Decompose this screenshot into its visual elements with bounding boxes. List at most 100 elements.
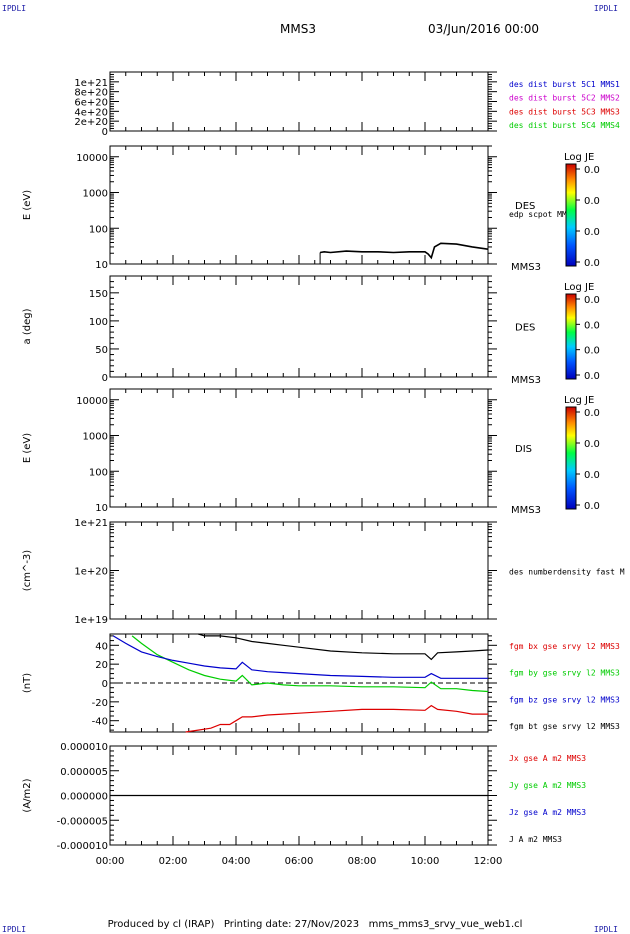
p1-legend-item: des dist burst 5C3 MMS3 — [509, 107, 620, 116]
p3-colorbar-tick-label: 0.0 — [584, 346, 600, 357]
p7-legend-item: Jy gse A m2 MMS3 — [509, 781, 586, 790]
p6-y-tick-label: 0 — [102, 679, 108, 690]
p7-x-tick-label: 00:00 — [96, 856, 125, 867]
p3-instrument-label: DES — [515, 323, 535, 334]
p6-legend-item: fgm bz gse srvy l2 MMS3 — [509, 695, 620, 704]
p7-x-tick-label: 06:00 — [285, 856, 314, 867]
p4-frame — [109, 388, 489, 508]
p4-y-tick-label: 10 — [95, 503, 108, 514]
p6-y-axis-label: (nT) — [22, 673, 33, 693]
p2-colorbar-tick-label: 0.0 — [584, 165, 600, 176]
spacecraft-title: MMS3 — [280, 22, 316, 36]
p2-colorbar-title: Log JE — [564, 152, 594, 163]
p2-colorbar-tick-label: 0.0 — [584, 227, 600, 238]
p7-x-tick-label: 04:00 — [222, 856, 251, 867]
p4-spacecraft-label: MMS3 — [511, 505, 541, 516]
p5-legend-item: des numberdensity fast M — [509, 568, 625, 577]
p1-legend-item: des dist burst 5C1 MMS1 — [509, 80, 620, 89]
p7-legend-item: J A m2 MMS3 — [509, 835, 562, 844]
p7-y-tick-label: -0.000010 — [57, 841, 108, 852]
footer: Produced by cl (IRAP) Printing date: 27/… — [0, 919, 630, 930]
p7-y-tick-label: -0.000005 — [57, 816, 108, 827]
p2-y-tick-label: 1000 — [83, 189, 108, 200]
p6-series-3 — [198, 633, 489, 661]
p1-y-tick-label: 2e+20 — [74, 117, 108, 128]
p6-legend-item: fgm by gse srvy l2 MMS3 — [509, 669, 620, 678]
p7-x-tick-label: 12:00 — [474, 856, 503, 867]
corner-mark-bottom-left: IPDLI — [2, 925, 27, 934]
p4-colorbar-tick-label: 0.0 — [584, 501, 600, 512]
p1-y-tick-label: 6e+20 — [74, 98, 108, 109]
p5-y-tick-label: 1e+21 — [74, 518, 108, 529]
p2-colorbar-tick-label: 0.0 — [584, 258, 600, 269]
p4-y-tick-label: 1000 — [83, 432, 108, 443]
footer-produced-by: Produced by cl (IRAP) — [107, 919, 215, 930]
p4-colorbar-tick-label: 0.0 — [584, 408, 600, 419]
p4-y-tick-label: 100 — [89, 467, 108, 478]
p1-legend-item: des dist burst 5C2 MMS2 — [509, 94, 620, 103]
p3-y-tick-label: 0 — [102, 373, 108, 384]
p7-x-tick-label: 02:00 — [159, 856, 188, 867]
p5-y-axis-label: (cm^-3) — [22, 550, 33, 591]
corner-mark-top-left: IPDLI — [2, 4, 27, 13]
p1-y-tick-label: 4e+20 — [74, 107, 108, 118]
p3-colorbar-tick-label: 0.0 — [584, 371, 600, 382]
p6-y-ticks — [109, 634, 497, 732]
p1-y-tick-label: 1e+21 — [74, 78, 108, 89]
p6-series-2 — [112, 635, 488, 679]
p3-y-tick-label: 100 — [89, 317, 108, 328]
p6-y-tick-label: 20 — [95, 660, 108, 671]
p4-colorbar — [565, 406, 577, 510]
p6-y-tick-label: -40 — [92, 717, 108, 728]
p5-y-tick-label: 1e+20 — [74, 567, 108, 578]
footer-filename: mms_mms3_srvy_vue_web1.cl — [368, 919, 523, 930]
p7-y-ticks — [109, 745, 497, 846]
corner-mark-bottom-right: IPDLI — [593, 925, 618, 934]
p7-y-tick-label: 0.000005 — [60, 767, 108, 778]
p7-x-tick-label: 08:00 — [348, 856, 377, 867]
p6-legend-item: fgm bt gse srvy l2 MMS3 — [509, 722, 620, 731]
p5-y-tick-label: 1e+19 — [74, 615, 108, 626]
p6-y-tick-label: 40 — [95, 641, 108, 652]
p7-y-axis-label: (A/m2) — [22, 778, 33, 812]
p2-y-tick-label: 100 — [89, 224, 108, 235]
p4-y-axis-label: E (eV) — [22, 433, 33, 463]
p1-y-tick-label: 0 — [102, 127, 108, 138]
p2-frame — [109, 145, 489, 265]
date-title: 03/Jun/2016 00:00 — [428, 22, 540, 36]
p1-legend-item: des dist burst 5C4 MMS4 — [509, 121, 620, 130]
p3-y-tick-label: 150 — [89, 289, 108, 300]
p3-colorbar-tick-label: 0.0 — [584, 295, 600, 306]
p2-colorbar — [565, 163, 577, 267]
p2-y-tick-label: 10 — [95, 260, 108, 271]
p3-y-axis-label: a (deg) — [22, 308, 33, 344]
p7-legend-item: Jz gse A m2 MMS3 — [509, 808, 586, 817]
p4-colorbar-tick-label: 0.0 — [584, 439, 600, 450]
p3-colorbar-tick-label: 0.0 — [584, 320, 600, 331]
p2-y-ticks — [109, 145, 497, 265]
p4-colorbar-title: Log JE — [564, 395, 594, 406]
p3-colorbar — [565, 293, 577, 380]
p3-y-tick-label: 50 — [95, 345, 108, 356]
p2-y-tick-label: 10000 — [76, 153, 108, 164]
p2-spacecraft-label: MMS3 — [511, 262, 541, 273]
p1-y-ticks — [109, 71, 497, 132]
p7-y-tick-label: 0.000000 — [60, 792, 108, 803]
p2-series-scpot — [319, 242, 489, 260]
p7-x-tick-label: 10:00 — [411, 856, 440, 867]
p3-frame — [109, 275, 489, 378]
p4-colorbar-tick-label: 0.0 — [584, 470, 600, 481]
p4-y-ticks — [109, 388, 497, 508]
p5-frame — [109, 521, 489, 620]
p4-y-tick-label: 10000 — [76, 396, 108, 407]
p3-spacecraft-label: MMS3 — [511, 375, 541, 386]
p5-y-ticks — [109, 521, 497, 620]
p6-series-0 — [185, 704, 488, 733]
p2-overlay-label: edp scpot MMS3 — [509, 210, 577, 219]
p4-instrument-label: DIS — [515, 444, 532, 455]
p2-colorbar-tick-label: 0.0 — [584, 196, 600, 207]
p7-legend-item: Jx gse A m2 MMS3 — [509, 754, 586, 763]
footer-printing-date: Printing date: 27/Nov/2023 — [223, 919, 360, 930]
corner-mark-top-right: IPDLI — [593, 4, 618, 13]
